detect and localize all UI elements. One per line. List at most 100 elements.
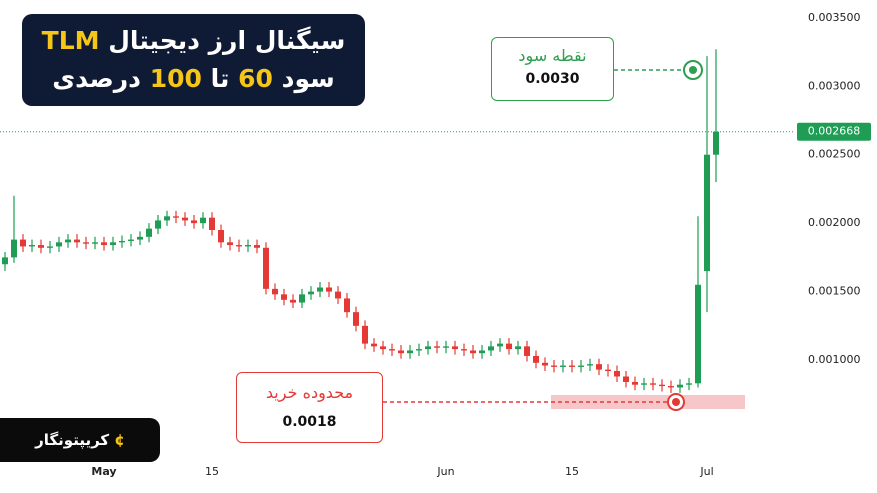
take-profit-price: 0.0030: [525, 71, 580, 87]
buy-zone-price: 0.0018: [282, 414, 337, 430]
candle-body: [344, 298, 350, 313]
take-profit-label: نقطه سود: [518, 46, 587, 65]
candle-body: [110, 242, 116, 246]
candle-body: [164, 216, 170, 221]
x-tick-label: 15: [205, 465, 219, 478]
candle-body: [704, 154, 710, 272]
candle-body: [362, 325, 368, 344]
candle-body: [326, 287, 332, 292]
candle-body: [74, 239, 80, 243]
candle-body: [452, 346, 458, 350]
candle-body: [497, 343, 503, 347]
candle-body: [137, 236, 143, 240]
y-tick-label: 0.002500: [808, 148, 861, 161]
brand-name: کریپتونگار: [35, 431, 110, 449]
y-tick-label: 0.003000: [808, 79, 861, 92]
candle-body: [488, 346, 494, 351]
candle-body: [614, 371, 620, 377]
candle-body: [380, 346, 386, 350]
candle-body: [677, 384, 683, 388]
title-line-2: سود 60 تا 100 درصدی: [22, 60, 365, 98]
candle-body: [470, 350, 476, 354]
y-tick-label: 0.002000: [808, 216, 861, 229]
candle-body: [218, 230, 224, 243]
candle-body: [515, 346, 521, 350]
title-line-1: سیگنال ارز دیجیتال TLM: [22, 22, 365, 60]
buy-zone-dot: [672, 398, 680, 406]
candle-body: [479, 350, 485, 354]
y-tick-label: 0.003500: [808, 11, 861, 24]
candle-body: [290, 299, 296, 303]
candle-body: [65, 239, 71, 243]
candle-body: [353, 312, 359, 326]
last-price-label: 0.002668: [808, 125, 861, 138]
candle-body: [695, 284, 701, 384]
gain-min: 60: [238, 64, 273, 93]
candle-body: [533, 355, 539, 363]
brand-logo: ¢ کریپتونگار: [0, 418, 160, 462]
y-tick-label: 0.001000: [808, 353, 861, 366]
candle-body: [641, 383, 647, 385]
candle-body: [254, 245, 260, 248]
candle-body: [155, 220, 161, 229]
last-price-tag: [797, 122, 871, 141]
candle-body: [317, 287, 323, 292]
x-tick-label: May: [91, 465, 116, 478]
candle-body: [650, 383, 656, 385]
buy-zone-box: محدوده خرید 0.0018: [236, 372, 383, 443]
title-text: تا: [210, 64, 230, 93]
candle-body: [551, 365, 557, 367]
candle-body: [47, 246, 53, 248]
candle-body: [83, 242, 89, 244]
candle-body: [56, 242, 62, 247]
candle-body: [524, 346, 530, 356]
title-box: سیگنال ارز دیجیتال TLM سود 60 تا 100 درص…: [22, 14, 365, 106]
candle-body: [299, 294, 305, 303]
candle-body: [308, 291, 314, 295]
gain-max: 100: [149, 64, 202, 93]
candle-body: [200, 217, 206, 224]
title-text: سیگنال ارز دیجیتال: [108, 26, 346, 55]
candle-body: [578, 365, 584, 367]
candle-body: [146, 228, 152, 237]
brand-icon: ¢: [114, 431, 125, 449]
x-tick-label: Jul: [699, 465, 713, 478]
candle-body: [11, 239, 17, 258]
candle-body: [542, 362, 548, 366]
candle-body: [605, 369, 611, 372]
buy-zone-band: [551, 395, 745, 409]
take-profit-box: نقطه سود 0.0030: [491, 37, 614, 101]
candle-body: [569, 365, 575, 367]
candle-body: [2, 257, 8, 265]
candle-body: [128, 239, 134, 241]
candle-body: [263, 247, 269, 289]
candle-body: [596, 364, 602, 370]
candle-body: [425, 346, 431, 350]
candle-body: [371, 343, 377, 347]
candle-body: [686, 383, 692, 385]
candle-body: [236, 245, 242, 247]
candle-body: [20, 239, 26, 247]
title-text: سود: [281, 64, 335, 93]
candle-body: [389, 349, 395, 351]
candle-body: [461, 349, 467, 351]
y-tick-label: 0.001500: [808, 285, 861, 298]
candle-body: [506, 343, 512, 350]
candle-body: [560, 365, 566, 367]
candle-body: [587, 364, 593, 366]
candle-body: [398, 350, 404, 354]
candle-body: [182, 217, 188, 221]
candle-body: [623, 376, 629, 382]
candle-body: [227, 242, 233, 246]
candle-body: [29, 245, 35, 247]
candle-body: [416, 349, 422, 351]
candle-body: [668, 386, 674, 388]
candle-body: [443, 346, 449, 348]
take-profit-dot: [689, 66, 697, 74]
candle-body: [209, 217, 215, 230]
candle-body: [119, 240, 125, 243]
candle-body: [335, 291, 341, 299]
candle-body: [632, 381, 638, 385]
